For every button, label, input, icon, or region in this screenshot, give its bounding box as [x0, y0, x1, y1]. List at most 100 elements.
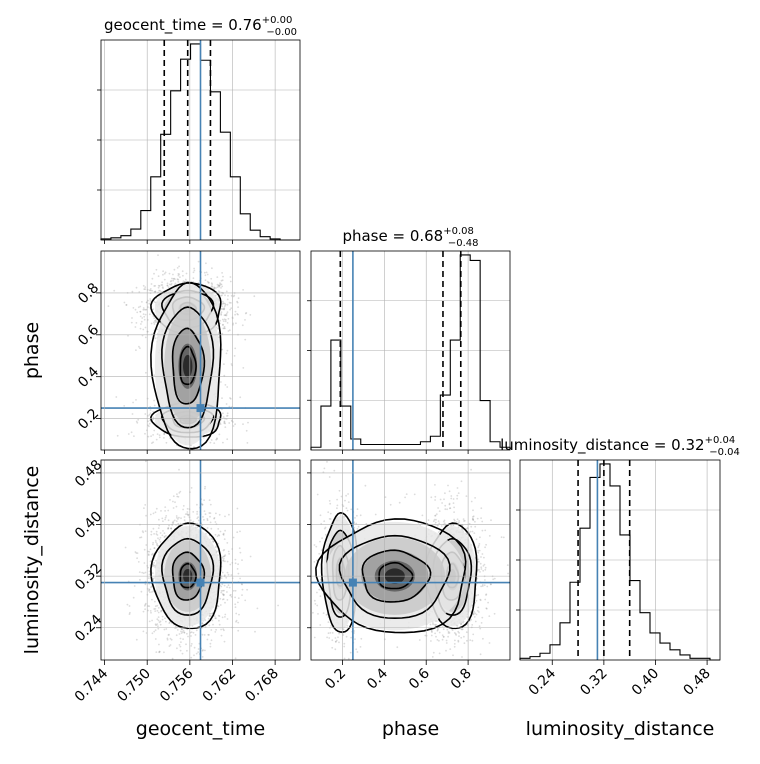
sample-point: [162, 616, 164, 618]
sample-point: [317, 494, 319, 496]
sample-point: [145, 372, 147, 374]
sample-point: [456, 495, 458, 497]
sample-point: [434, 633, 436, 635]
sample-point: [115, 396, 117, 398]
sample-point: [203, 499, 205, 501]
sample-point: [222, 301, 224, 303]
sample-point: [184, 519, 186, 521]
sample-point: [148, 554, 150, 556]
sample-point: [314, 544, 316, 546]
sample-point: [205, 274, 207, 276]
sample-point: [223, 558, 225, 560]
sample-point: [210, 643, 212, 645]
sample-point: [182, 638, 184, 640]
sample-point: [438, 640, 440, 642]
sample-point: [217, 284, 219, 286]
sample-point: [318, 553, 320, 555]
sample-point: [151, 283, 153, 285]
sample-point: [149, 313, 151, 315]
sample-point: [144, 504, 146, 506]
sample-point: [191, 487, 193, 489]
sample-point: [221, 311, 223, 313]
sample-point: [229, 406, 231, 408]
sample-point: [478, 545, 480, 547]
sample-point: [145, 583, 147, 585]
sample-point: [228, 330, 230, 332]
sample-point: [164, 519, 166, 521]
sample-point: [136, 639, 138, 641]
sample-point: [477, 594, 479, 596]
sample-point: [231, 596, 233, 598]
sample-point: [193, 277, 195, 279]
sample-point: [162, 619, 164, 621]
sample-point: [180, 646, 182, 648]
sample-point: [484, 569, 486, 571]
sample-point: [168, 525, 170, 527]
sample-point: [329, 476, 331, 478]
sample-point: [219, 598, 221, 600]
sample-point: [225, 577, 227, 579]
sample-point: [180, 517, 182, 519]
sample-point: [144, 433, 146, 435]
sample-point: [354, 517, 356, 519]
sample-point: [204, 486, 206, 488]
sample-point: [205, 513, 207, 515]
sample-point: [184, 516, 186, 518]
sample-point: [162, 535, 164, 537]
sample-point: [158, 527, 160, 529]
sample-point: [237, 508, 239, 510]
sample-point: [227, 599, 229, 601]
sample-point: [226, 403, 228, 405]
sample-point: [320, 595, 322, 597]
sample-point: [494, 578, 496, 580]
sample-point: [237, 306, 239, 308]
sample-point: [317, 613, 319, 615]
sample-point: [144, 608, 146, 610]
sample-point: [480, 556, 482, 558]
sample-point: [162, 520, 164, 522]
sample-point: [434, 484, 436, 486]
sample-point: [182, 270, 184, 272]
sample-point: [176, 647, 178, 649]
panel-phase-vs-luminosity-distance: [311, 460, 510, 660]
sample-point: [145, 603, 147, 605]
sample-point: [228, 584, 230, 586]
sample-point: [238, 597, 240, 599]
sample-point: [354, 638, 356, 640]
sample-point: [162, 286, 164, 288]
sample-point: [173, 507, 175, 509]
sample-point: [174, 278, 176, 280]
sample-point: [212, 624, 214, 626]
sample-point: [192, 511, 194, 513]
sample-point: [143, 307, 145, 309]
sample-point: [152, 278, 154, 280]
sample-point: [327, 511, 329, 513]
sample-point: [466, 640, 468, 642]
sample-point: [346, 636, 348, 638]
sample-point: [153, 533, 155, 535]
sample-point: [507, 573, 509, 575]
sample-point: [220, 314, 222, 316]
sample-point: [177, 273, 179, 275]
sample-point: [223, 363, 225, 365]
sample-point: [191, 631, 193, 633]
sample-point: [235, 311, 237, 313]
sample-point: [216, 276, 218, 278]
sample-point: [210, 442, 212, 444]
sample-point: [132, 291, 134, 293]
sample-point: [315, 603, 317, 605]
sample-point: [253, 295, 255, 297]
sample-point: [235, 606, 237, 608]
sample-point: [156, 508, 158, 510]
sample-point: [437, 639, 439, 641]
sample-point: [247, 442, 249, 444]
sample-point: [153, 322, 155, 324]
sample-point: [179, 276, 181, 278]
sample-point: [210, 278, 212, 280]
sample-point: [152, 578, 154, 580]
sample-point: [442, 625, 444, 627]
sample-point: [345, 495, 347, 497]
sample-point: [238, 614, 240, 616]
sample-point: [463, 636, 465, 638]
sample-point: [136, 312, 138, 314]
